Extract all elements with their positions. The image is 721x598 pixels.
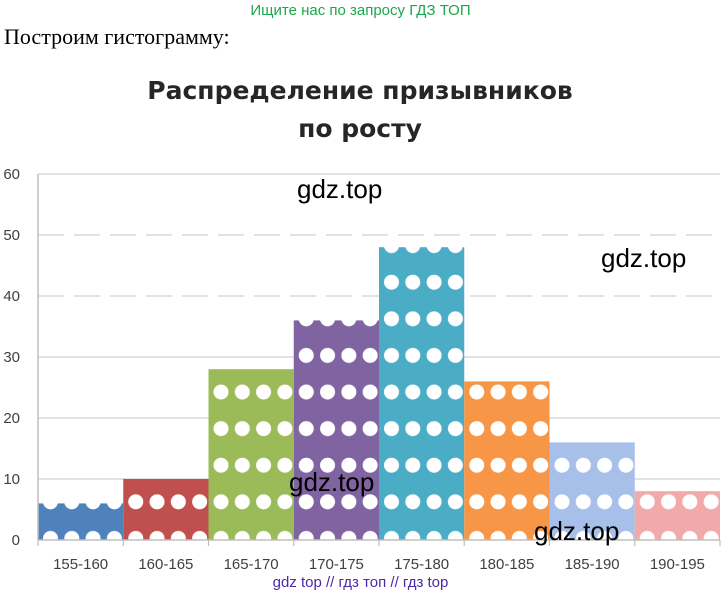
x-tick-label: 155-160	[53, 556, 108, 573]
bar-170-175	[293, 320, 379, 540]
search-banner: Ищите нас по запросу ГДЗ ТОП	[250, 2, 471, 19]
x-tick-labels: 155-160 160-165 165-170 170-175 175-180 180-1…	[53, 556, 705, 573]
y-tick-label: 60	[3, 166, 20, 183]
x-tick-label: 175-180	[394, 556, 449, 573]
x-tick-label: 190-195	[650, 556, 705, 573]
chart-title-line-2: по росту	[298, 114, 422, 143]
bar-185-190	[549, 442, 635, 540]
bar-155-160	[38, 503, 124, 540]
watermark-1: gdz.top	[297, 174, 383, 204]
bars	[38, 247, 720, 540]
bar-160-165	[123, 479, 209, 540]
chart-title: Распределение призывников по росту	[60, 72, 660, 148]
axes	[37, 174, 721, 546]
x-tick-label: 170-175	[309, 556, 364, 573]
chart-title-line-1: Распределение призывников	[147, 76, 573, 105]
watermark-2: gdz.top	[601, 243, 687, 273]
y-tick-label: 20	[3, 410, 20, 427]
watermark-3: gdz.top	[289, 467, 375, 497]
watermark-4: gdz.top	[534, 516, 620, 546]
y-tick-label: 0	[12, 532, 20, 549]
bar-165-170	[208, 369, 294, 540]
x-tick-label: 160-165	[138, 556, 193, 573]
y-tick-label: 50	[3, 227, 20, 244]
bar-180-185	[464, 381, 550, 540]
bar-190-195	[634, 491, 720, 540]
y-tick-label: 40	[3, 288, 20, 305]
intro-text: Построим гистограмму:	[4, 24, 230, 49]
x-tick-label: 165-170	[224, 556, 279, 573]
y-tick-labels: 0 10 20 30 40 50 60	[3, 166, 20, 549]
footer-watermark: gdz top // гдз топ // гдз top	[272, 574, 449, 591]
x-tick-label: 180-185	[479, 556, 534, 573]
bar-175-180	[379, 247, 465, 540]
y-tick-label: 30	[3, 349, 20, 366]
x-tick-label: 185-190	[565, 556, 620, 573]
y-tick-label: 10	[3, 471, 20, 488]
